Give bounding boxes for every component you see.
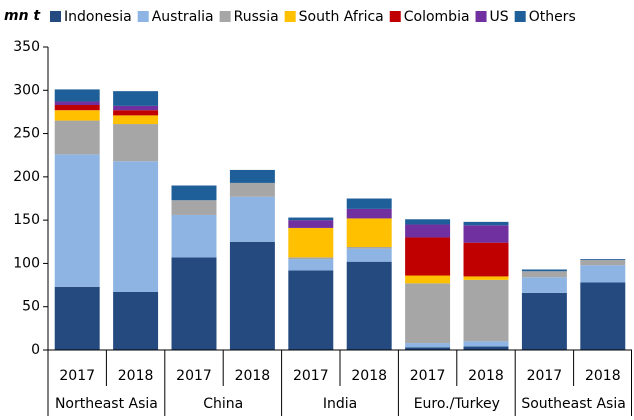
bar-segment <box>288 227 334 258</box>
bar-segment <box>54 286 100 350</box>
legend-swatch <box>475 11 487 22</box>
bar-segment <box>346 208 392 219</box>
bar-segment <box>580 259 626 266</box>
bar-segment <box>463 225 509 243</box>
bar-segment <box>463 276 509 280</box>
bar-segment <box>171 200 217 215</box>
bar-segment <box>54 105 100 111</box>
bar-segment <box>521 269 567 272</box>
legend-swatch <box>389 11 401 22</box>
bar-segment <box>288 259 334 271</box>
bar-segment <box>288 220 334 228</box>
bar-segment <box>113 105 159 111</box>
legend-label: Colombia <box>404 9 470 25</box>
legend-swatch <box>284 11 296 22</box>
bar-segment <box>229 169 275 183</box>
x-tick-label: 2018 <box>235 368 271 384</box>
bar-segment <box>521 292 567 350</box>
bar-segment <box>580 259 626 260</box>
bar-segment <box>405 237 451 276</box>
legend-label: Indonesia <box>64 9 132 25</box>
y-tick-label: 100 <box>13 255 40 271</box>
x-tick-label: 2017 <box>293 368 329 384</box>
group-label: Euro./Turkey <box>414 396 500 412</box>
group-label: Northeast Asia <box>55 396 158 412</box>
bar-segment <box>113 161 159 292</box>
bar-segment <box>521 271 567 278</box>
bar-segment <box>288 270 334 350</box>
bar-segment <box>346 246 392 249</box>
x-tick-label: 2018 <box>585 368 621 384</box>
bar-segment <box>171 257 217 350</box>
bar-segment <box>463 279 509 342</box>
bar-segment <box>346 198 392 209</box>
bar-segment <box>580 282 626 350</box>
x-tick-label: 2018 <box>351 368 387 384</box>
bar-segment <box>463 341 509 347</box>
x-tick-label: 2017 <box>410 368 446 384</box>
bar-segment <box>288 217 334 221</box>
group-label: India <box>323 396 357 412</box>
y-tick-label: 50 <box>22 299 40 315</box>
bar-segment <box>463 221 509 226</box>
group-label: Southeast Asia <box>521 396 625 412</box>
bar-segment <box>54 89 100 102</box>
bar-segment <box>346 218 392 247</box>
bar-segment <box>113 91 159 106</box>
x-tick-label: 2017 <box>176 368 212 384</box>
bar-segment <box>346 261 392 350</box>
x-tick-label: 2018 <box>468 368 504 384</box>
bar-segment <box>521 277 567 293</box>
y-axis-label: mn t <box>4 8 41 24</box>
bar-segment <box>288 257 334 260</box>
legend-label: Others <box>529 9 576 25</box>
bar-segment <box>54 101 100 106</box>
bar-segment <box>580 265 626 283</box>
bar-segment <box>113 124 159 162</box>
y-tick-label: 250 <box>13 126 40 142</box>
bar-segment <box>405 343 451 348</box>
legend-label: US <box>490 9 509 25</box>
bar-segment <box>229 196 275 242</box>
x-tick-label: 2017 <box>527 368 563 384</box>
bar-segment <box>113 110 159 116</box>
bar-segment <box>463 242 509 277</box>
legend-swatch <box>50 11 61 22</box>
bar-segment <box>54 154 100 287</box>
bar-segment <box>346 248 392 262</box>
legend-label: Australia <box>152 9 214 25</box>
legend-swatch <box>137 11 149 22</box>
y-tick-label: 200 <box>13 169 40 185</box>
bar-segment <box>405 347 451 350</box>
bar-segment <box>229 241 275 350</box>
bar-segment <box>405 275 451 284</box>
legend-swatch <box>219 11 231 22</box>
bar-segment <box>113 115 159 125</box>
bar-segment <box>54 120 100 155</box>
bar-segment <box>405 224 451 238</box>
bar-segment <box>54 110 100 121</box>
group-label: China <box>203 396 243 412</box>
bar-segment <box>171 214 217 258</box>
legend-swatch <box>514 11 526 22</box>
legend-label: South Africa <box>299 9 384 25</box>
bar-segment <box>229 182 275 197</box>
y-tick-label: 350 <box>13 39 40 55</box>
bar-segment <box>113 291 159 350</box>
x-tick-label: 2018 <box>118 368 154 384</box>
y-tick-label: 150 <box>13 212 40 228</box>
bar-segment <box>405 283 451 344</box>
bar-segment <box>405 219 451 225</box>
x-tick-label: 2017 <box>59 368 95 384</box>
y-tick-label: 0 <box>31 342 40 358</box>
bar-segment <box>463 346 509 350</box>
y-tick-label: 300 <box>13 82 40 98</box>
bar-segment <box>171 185 217 201</box>
legend-label: Russia <box>234 9 279 25</box>
